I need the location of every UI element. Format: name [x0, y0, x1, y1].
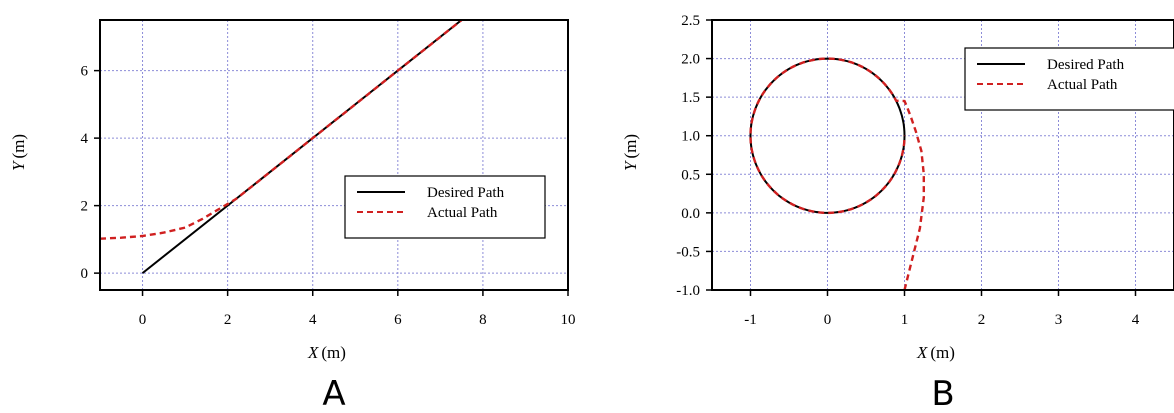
chart-panel-b: -1 0 1 2 3 4-1.0-0.50.00.51.01.52.02.5X (m)Y(m… — [621, 13, 1174, 413]
x-tick-label: 2 — [978, 312, 986, 328]
panel-label: B — [931, 374, 954, 413]
y-axis-label-var: Y — [621, 160, 640, 171]
y-axis-label: Y(m) — [9, 134, 28, 171]
series-line-actual-path — [100, 20, 463, 240]
y-axis-label: Y(m) — [621, 134, 640, 171]
y-tick-label: -1.0 — [676, 283, 700, 299]
series-line-desired-path — [749, 57, 906, 214]
series-group — [100, 20, 463, 274]
x-axis-label-unit: (m) — [321, 343, 346, 362]
y-axis-label-unit: (m) — [621, 134, 640, 159]
y-tick-label: 1.5 — [681, 90, 700, 106]
plot-frame — [99, 19, 569, 291]
x-tick-label: 2 — [224, 312, 232, 328]
legend-box — [964, 47, 1174, 111]
x-axis-label-unit: (m) — [930, 343, 955, 362]
y-axis-label-var: Y — [9, 160, 28, 171]
legend-label: Desired Path — [427, 185, 505, 201]
legend-label: Actual Path — [427, 205, 498, 221]
x-axis-label-var: X — [916, 343, 928, 362]
y-tick-label: 2 — [81, 199, 89, 215]
series-group — [749, 57, 925, 290]
y-tick-label: 6 — [81, 64, 89, 80]
series-line-actual-path — [749, 57, 925, 290]
x-axis-label-var: X — [307, 343, 319, 362]
y-tick-label: 2.0 — [681, 52, 700, 68]
y-tick-label: -0.5 — [676, 244, 700, 260]
y-tick-label: 2.5 — [681, 13, 700, 29]
x-tick-label: -1 — [744, 312, 757, 328]
legend-label: Actual Path — [1047, 77, 1118, 93]
plot-frame — [711, 19, 1174, 291]
y-tick-label: 0.5 — [681, 167, 700, 183]
x-axis-label: X (m) — [916, 343, 955, 362]
x-tick-label: 6 — [394, 312, 402, 328]
x-tick-label: 0 — [824, 312, 832, 328]
x-tick-label: 0 — [139, 312, 147, 328]
y-axis-label-unit: (m) — [9, 134, 28, 159]
x-tick-label: 4 — [309, 312, 317, 328]
legend-label: Desired Path — [1047, 57, 1125, 73]
y-tick-label: 4 — [81, 131, 89, 147]
x-tick-label: 8 — [479, 312, 487, 328]
x-tick-label: 3 — [1055, 312, 1063, 328]
y-tick-label: 0 — [81, 266, 89, 282]
panel-label: A — [322, 374, 345, 413]
x-tick-label: 4 — [1132, 312, 1140, 328]
x-axis-label: X (m) — [307, 343, 346, 362]
legend-box — [344, 175, 546, 239]
y-tick-label: 0.0 — [681, 206, 700, 222]
x-tick-label: 10 — [561, 312, 576, 328]
x-tick-label: 1 — [901, 312, 909, 328]
y-tick-label: 1.0 — [681, 129, 700, 145]
